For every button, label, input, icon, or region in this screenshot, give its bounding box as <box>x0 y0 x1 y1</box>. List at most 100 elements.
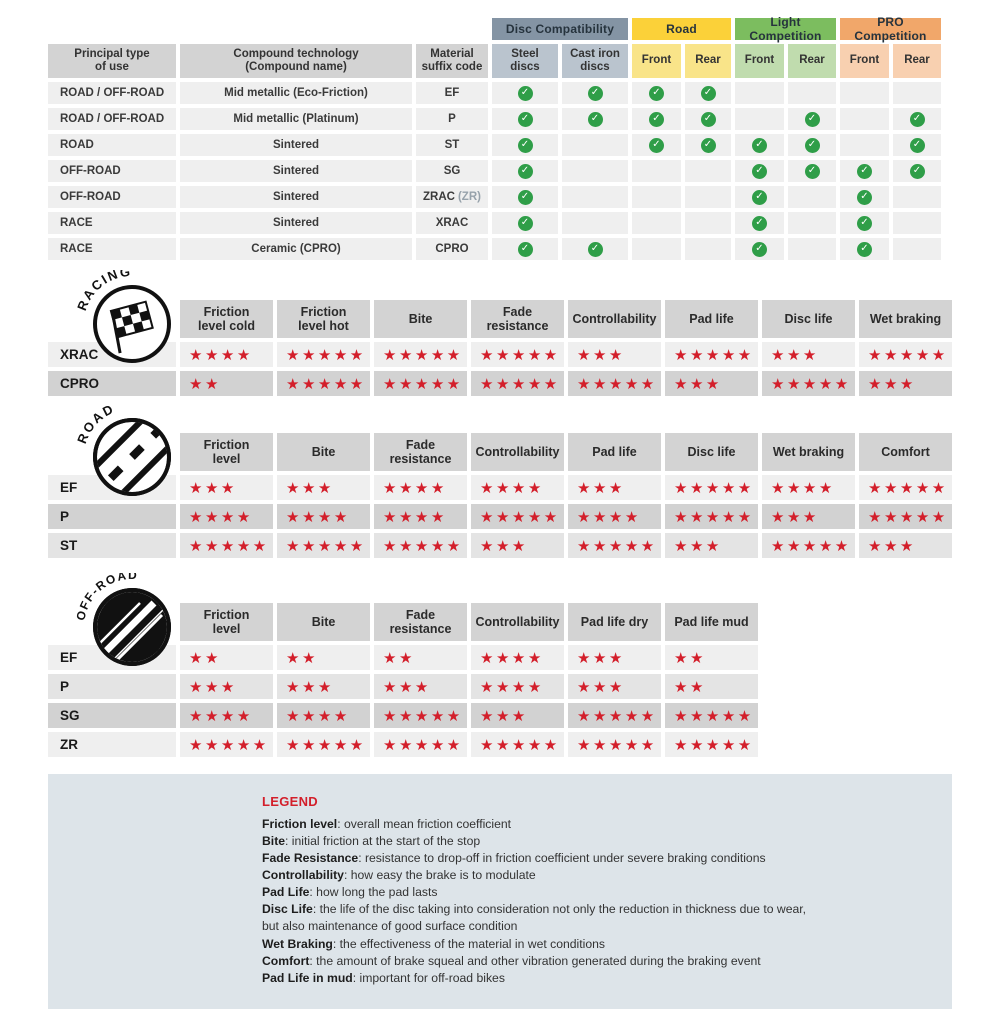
principal-use-cell: OFF-ROAD <box>48 186 176 208</box>
principal-use-cell: ROAD / OFF-ROAD <box>48 82 176 104</box>
star-rating: ★★★★★ <box>762 533 855 558</box>
check-icon: ✓ <box>857 241 872 257</box>
principal-use-cell: RACE <box>48 212 176 234</box>
compatibility-cell <box>685 186 731 208</box>
compatibility-cell: ✓ <box>632 108 681 130</box>
legend-term: Pad Life <box>262 885 310 900</box>
compatibility-cell: ✓ <box>492 82 558 104</box>
compatibility-cell: ✓ <box>893 160 941 182</box>
check-icon: ✓ <box>752 163 767 179</box>
compatibility-cell: ✓ <box>840 212 889 234</box>
check-icon: ✓ <box>517 111 533 127</box>
check-icon: ✓ <box>517 215 533 231</box>
technology-cell: Sintered <box>180 134 412 156</box>
star-rating: ★★★★★ <box>471 732 564 757</box>
star-rating: ★★★ <box>471 533 564 558</box>
star-rating: ★★★ <box>859 371 952 396</box>
offroad-rating-table: Friction level Bite Fade resistance Control… <box>48 603 758 757</box>
check-icon: ✓ <box>649 85 664 101</box>
compatibility-cell <box>788 238 836 260</box>
star-rating: ★★★ <box>568 342 661 367</box>
star-rating: ★★★ <box>762 504 855 529</box>
rating-column-header: Fade resistance <box>374 603 467 641</box>
section-road: ROAD Friction level Bite Fade resistance Co… <box>48 403 1000 558</box>
rating-column-header: Pad life <box>665 300 758 338</box>
star-rating: ★★★★★ <box>665 703 758 728</box>
star-rating: ★★★ <box>277 475 370 500</box>
column-header: Compound technology (Compound name) <box>180 44 412 78</box>
star-rating: ★★★★ <box>374 504 467 529</box>
star-rating: ★★★ <box>374 674 467 699</box>
compatibility-cell: ✓ <box>735 186 784 208</box>
principal-use-cell: OFF-ROAD <box>48 160 176 182</box>
compatibility-cell: ✓ <box>788 160 836 182</box>
star-rating: ★★★ <box>471 703 564 728</box>
check-icon: ✓ <box>517 163 533 179</box>
legend-item: Pad Life in mud: important for off-road … <box>262 970 505 985</box>
rating-column-header: Wet braking <box>762 433 855 471</box>
suffix-note: (ZR) <box>457 191 481 203</box>
legend-term: Bite <box>262 834 286 849</box>
legend-item: Pad Life: how long the pad lasts <box>262 885 438 900</box>
star-rating: ★★★★★ <box>277 342 370 367</box>
check-icon: ✓ <box>804 111 820 127</box>
check-icon: ✓ <box>752 241 767 257</box>
compatibility-cell: ✓ <box>632 134 681 156</box>
legend-item: Wet Braking: the effectiveness of the ma… <box>262 936 606 951</box>
legend-term: Friction level <box>262 817 338 831</box>
star-rating: ★★★★ <box>762 475 855 500</box>
check-icon: ✓ <box>700 111 716 127</box>
compatibility-cell: ✓ <box>492 186 558 208</box>
racing-flag-icon: RACING <box>74 270 171 363</box>
star-rating: ★★★★ <box>568 504 661 529</box>
legend-term: Pad Life in mud <box>262 970 353 985</box>
compatibility-cell: ✓ <box>735 212 784 234</box>
compatibility-cell <box>840 82 889 104</box>
legend-panel: LEGEND Friction level: overall mean fric… <box>48 774 952 1009</box>
compatibility-cell <box>735 108 784 130</box>
check-icon: ✓ <box>587 241 603 257</box>
rating-column-header: Bite <box>374 300 467 338</box>
compatibility-cell: ✓ <box>562 82 628 104</box>
compound-label: ST <box>48 533 176 558</box>
suffix-cell: CPRO <box>416 238 488 260</box>
legend-item: Friction level: overall mean friction co… <box>262 817 512 831</box>
legend-term: Fade Resistance <box>262 851 359 866</box>
compatibility-cell <box>893 212 941 234</box>
star-rating: ★★★★ <box>471 645 564 670</box>
rating-column-header: Friction level <box>180 433 273 471</box>
star-rating: ★★★★★ <box>374 703 467 728</box>
check-icon: ✓ <box>752 215 767 231</box>
rating-column-header: Friction level hot <box>277 300 370 338</box>
compound-label: P <box>48 504 176 529</box>
star-rating: ★★★★ <box>180 342 273 367</box>
compatibility-cell <box>788 186 836 208</box>
compatibility-cell <box>632 186 681 208</box>
rating-column-header: Controllability <box>471 603 564 641</box>
check-icon: ✓ <box>857 189 872 205</box>
offroad-icon: OFF-ROAD <box>73 573 171 666</box>
column-group-header: Disc Compatibility <box>492 18 628 40</box>
star-rating: ★★★★★ <box>277 732 370 757</box>
star-rating: ★★★★★ <box>277 533 370 558</box>
check-icon: ✓ <box>909 137 925 153</box>
star-rating: ★★★★★ <box>374 342 467 367</box>
compatibility-cell <box>562 212 628 234</box>
compatibility-cell: ✓ <box>492 238 558 260</box>
compatibility-cell <box>893 82 941 104</box>
column-group-header: Light Competition <box>735 15 836 43</box>
star-rating: ★★★★★ <box>180 533 273 558</box>
column-header: Rear <box>685 44 731 78</box>
star-rating: ★★★★★ <box>568 371 661 396</box>
compatibility-cell <box>893 186 941 208</box>
technology-cell: Mid metallic (Eco-Friction) <box>180 82 412 104</box>
column-header: Steel discs <box>492 44 558 78</box>
column-group-header: Road <box>632 18 731 40</box>
star-rating: ★★★★★ <box>568 703 661 728</box>
column-header: Front <box>632 44 681 78</box>
star-rating: ★★★★ <box>180 504 273 529</box>
compatibility-cell <box>632 212 681 234</box>
check-icon: ✓ <box>649 111 664 127</box>
compatibility-cell <box>893 238 941 260</box>
